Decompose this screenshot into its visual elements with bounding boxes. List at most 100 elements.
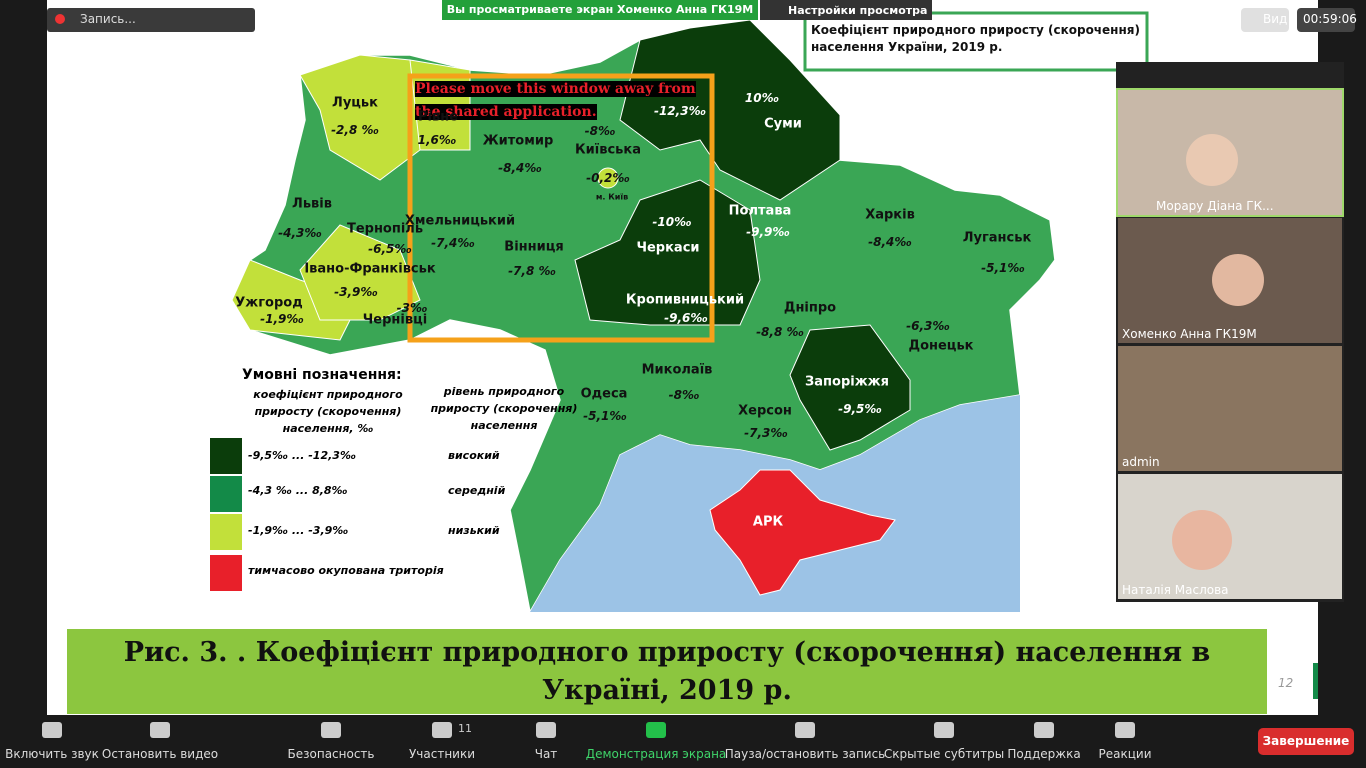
toolbar-icon[interactable] bbox=[321, 722, 341, 738]
toolbar-button[interactable]: Поддержка bbox=[1007, 747, 1081, 761]
region-name: АРК bbox=[752, 514, 784, 530]
region-name: Миколаїв bbox=[641, 362, 713, 378]
region-value: -4,3‰ bbox=[278, 226, 322, 240]
region-name: Одеса bbox=[580, 386, 628, 402]
region-name: Херсон bbox=[738, 403, 792, 419]
record-dot bbox=[55, 14, 65, 24]
region-value: -2,8 ‰ bbox=[331, 123, 379, 137]
legend-col1: коефіцієнт природного приросту (скорочен… bbox=[253, 388, 403, 435]
share-warning-frame bbox=[407, 73, 715, 343]
face bbox=[1172, 510, 1232, 570]
toolbar-icon[interactable] bbox=[42, 722, 62, 738]
region-value: -9,6‰ bbox=[664, 311, 708, 325]
legend-col2: рівень природного приросту (скорочення) … bbox=[430, 385, 578, 432]
toolbar-icon[interactable] bbox=[150, 722, 170, 738]
view-settings[interactable]: Настройки просмотра bbox=[788, 4, 928, 17]
toolbar-button[interactable]: Остановить видео bbox=[101, 747, 219, 761]
participant-name: Наталія Маслова bbox=[1122, 583, 1229, 597]
toolbar-icon[interactable] bbox=[536, 722, 556, 738]
face bbox=[1186, 134, 1238, 186]
region-name: Хмельницький bbox=[404, 213, 516, 229]
caption: Рис. 3. . Коефіцієнт природного приросту… bbox=[123, 637, 1211, 706]
region-value: -10‰ bbox=[652, 215, 692, 229]
view-button[interactable]: Вид bbox=[1263, 12, 1288, 26]
legend-title: Умовні позначення: bbox=[242, 367, 402, 383]
region-name: Донецьк bbox=[908, 338, 974, 354]
region-name: Тернопіль bbox=[346, 221, 424, 237]
region-value: -8,4‰ bbox=[868, 235, 912, 249]
region-value: -9,5‰ bbox=[838, 402, 882, 416]
toolbar-icon[interactable] bbox=[934, 722, 954, 738]
view-settings-bg bbox=[760, 0, 932, 20]
end-button[interactable] bbox=[1258, 728, 1354, 755]
toolbar-button[interactable]: Демонстрация экрана bbox=[585, 747, 727, 761]
end-button-label[interactable]: Завершение bbox=[1262, 734, 1350, 748]
legend-swatch bbox=[210, 514, 242, 550]
face bbox=[1212, 254, 1264, 306]
region-value: -3,9‰ bbox=[334, 285, 378, 299]
region-name: Суми bbox=[764, 116, 802, 132]
title-frame bbox=[803, 11, 1149, 72]
toolbar-icon[interactable] bbox=[646, 722, 666, 738]
toolbar-button[interactable]: Пауза/остановить запись bbox=[724, 747, 886, 761]
region-name: Вінниця bbox=[504, 239, 564, 255]
legend-range: -9,5‰ ... -12,3‰ bbox=[248, 449, 356, 462]
region-value: -1,9‰ bbox=[260, 312, 304, 326]
toolbar-icon[interactable] bbox=[432, 722, 452, 738]
toolbar-icon[interactable] bbox=[1034, 722, 1054, 738]
participants-count: 11 bbox=[458, 722, 472, 735]
participant-name: admin bbox=[1122, 455, 1160, 469]
legend-range: тимчасово окупована триторія bbox=[248, 564, 444, 577]
region-name: Чернівці bbox=[362, 312, 428, 328]
region-value: -5,1‰ bbox=[981, 261, 1025, 275]
recording-label: Запись... bbox=[80, 12, 136, 26]
caption-bar bbox=[67, 629, 1267, 714]
region-value: -8,4‰ bbox=[498, 161, 542, 175]
toolbar-icon[interactable] bbox=[795, 722, 815, 738]
participant-name: Хоменко Анна ГК19М bbox=[1122, 327, 1257, 341]
region-value: -7,3‰ bbox=[744, 426, 788, 440]
region-value: -0,2‰ bbox=[586, 171, 630, 185]
region-value: -7,4‰ bbox=[431, 236, 475, 250]
legend-level: середній bbox=[448, 484, 506, 497]
region-name: Івано-Франківськ bbox=[304, 261, 436, 277]
tile-bg bbox=[1118, 346, 1342, 471]
high-region bbox=[789, 324, 911, 451]
toolbar-icon[interactable] bbox=[1115, 722, 1135, 738]
map-title: Коефіцієнт природного приросту (скорочен… bbox=[811, 23, 1140, 54]
high-region bbox=[619, 19, 841, 201]
region-value: 1,6‰ bbox=[417, 133, 457, 147]
timer-bg bbox=[1297, 8, 1355, 32]
region-value: -8,8 ‰ bbox=[756, 325, 804, 339]
recording-bar bbox=[47, 8, 255, 32]
legend-swatch bbox=[210, 476, 242, 512]
banner bbox=[442, 0, 758, 20]
region-name: Ужгород bbox=[235, 295, 303, 311]
toolbar-button[interactable]: Включить звук bbox=[5, 747, 99, 761]
region-name: Рівне bbox=[417, 109, 459, 125]
region-name: Луганськ bbox=[962, 230, 1032, 246]
toolbar-button[interactable]: Скрытые субтитры bbox=[883, 747, 1005, 761]
region-name: Запоріжжя bbox=[805, 374, 889, 390]
region-value: -6,5‰ bbox=[368, 242, 412, 256]
region-name: Луцьк bbox=[332, 95, 378, 111]
legend-swatch bbox=[210, 555, 242, 591]
toolbar-button[interactable]: Чат bbox=[534, 747, 558, 761]
region-name: Дніпро bbox=[783, 300, 837, 316]
page-number: 12 bbox=[1278, 676, 1294, 690]
region-value: -6,3‰ bbox=[906, 319, 950, 333]
region-value: -7,8 ‰ bbox=[508, 264, 556, 278]
view-button-bg bbox=[1241, 8, 1289, 32]
toolbar-button[interactable]: Участники bbox=[408, 747, 476, 761]
toolbar-button[interactable]: Безопасность bbox=[287, 747, 375, 761]
region-name: Полтава bbox=[728, 203, 792, 219]
toolbar-button[interactable]: Реакции bbox=[1098, 747, 1152, 761]
region-name: Черкаси bbox=[636, 240, 700, 256]
region-name: Харків bbox=[865, 207, 915, 223]
region-name: Львів bbox=[292, 196, 332, 212]
region-value: 10‰ bbox=[744, 91, 780, 105]
share-warning: Please move this window away from the sh… bbox=[415, 78, 709, 124]
